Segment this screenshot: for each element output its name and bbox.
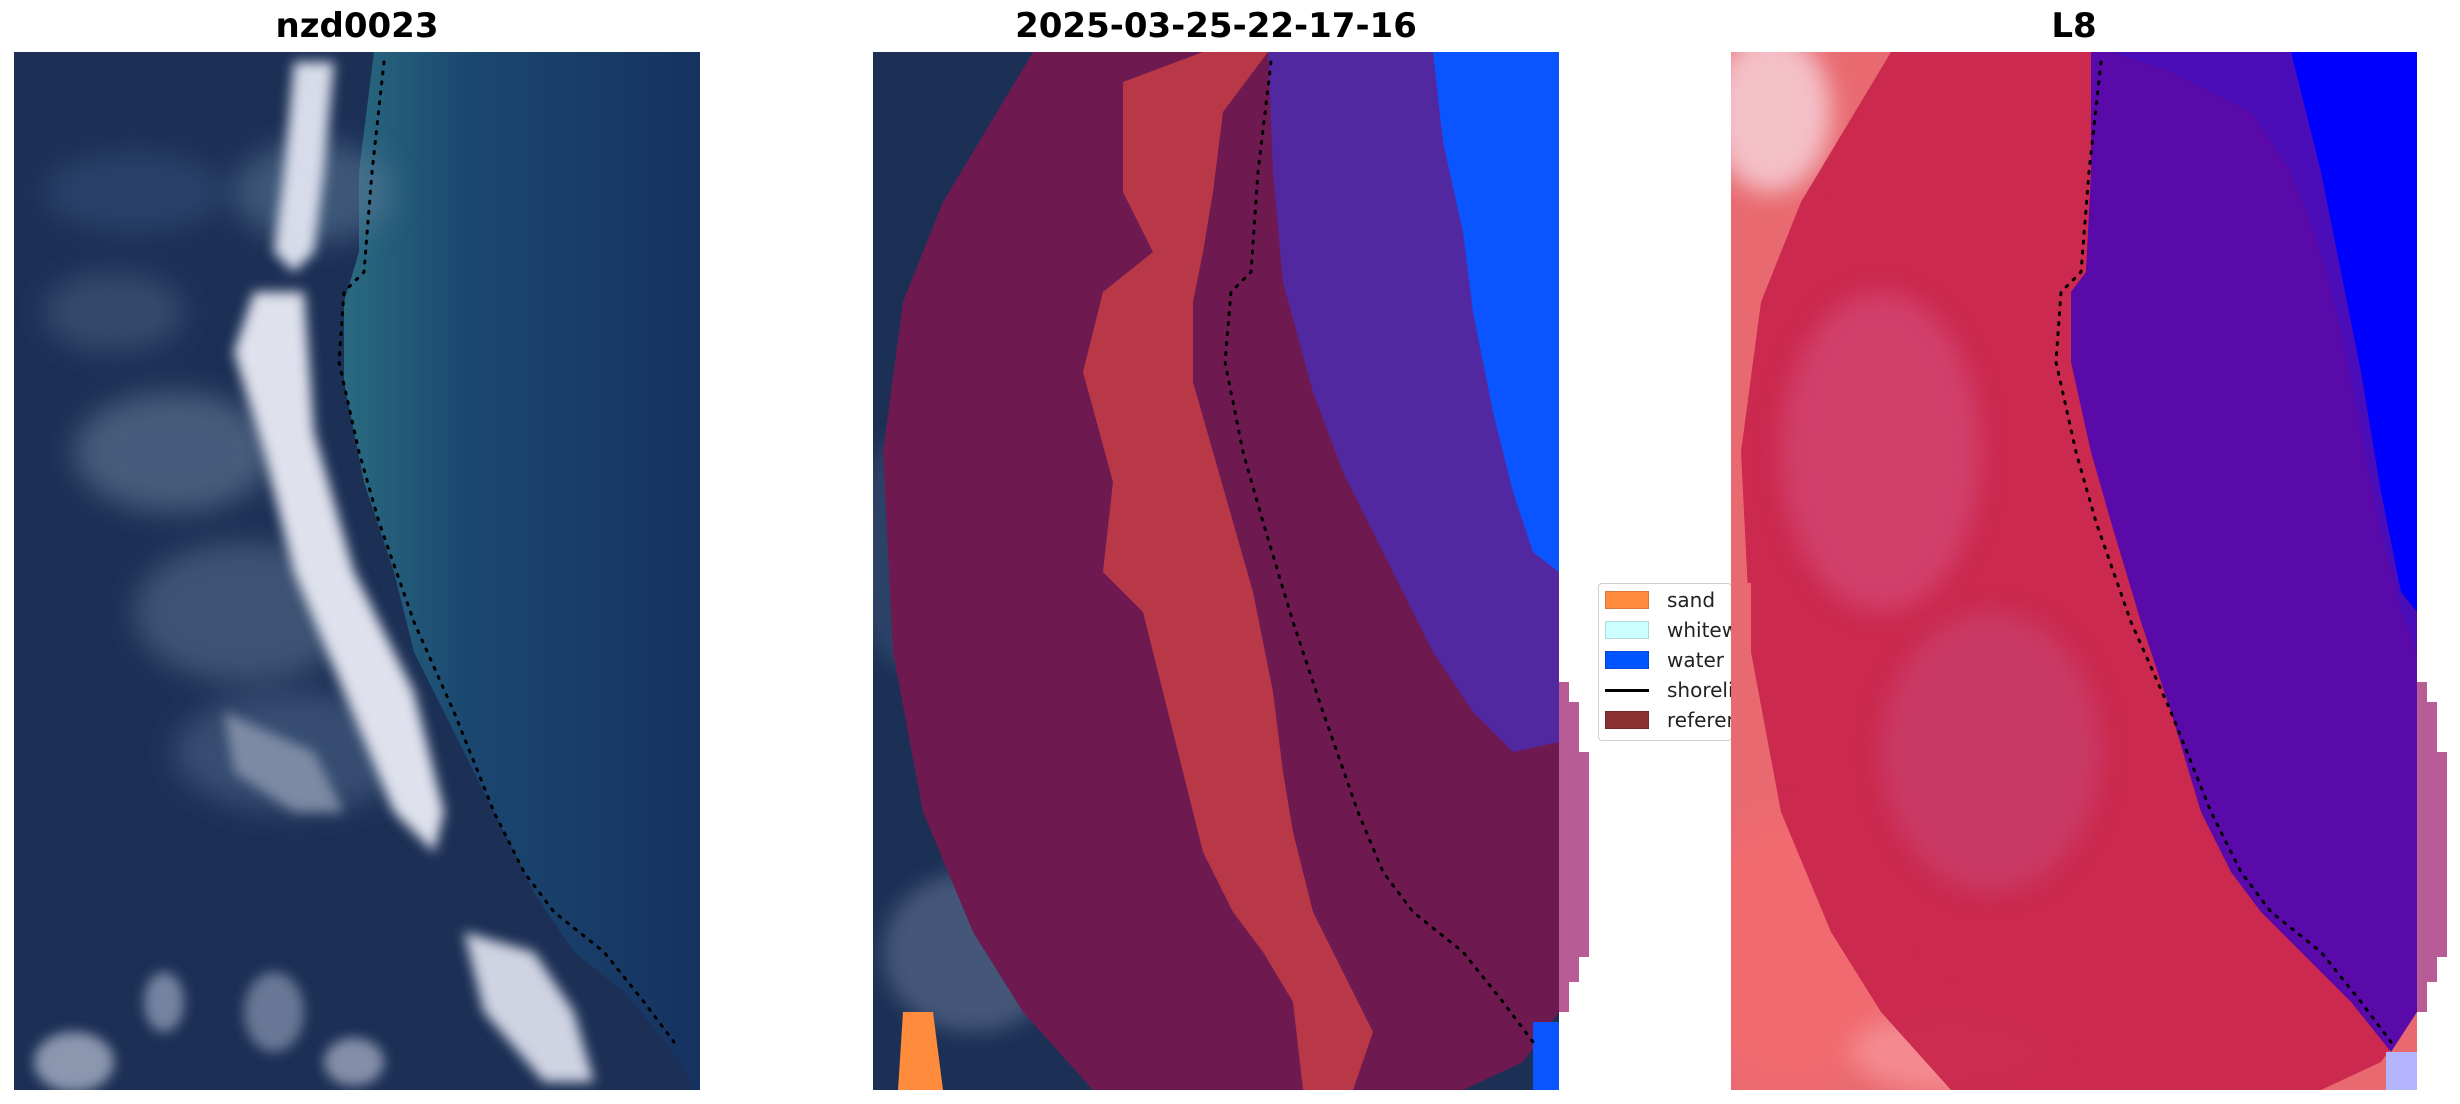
index-image bbox=[1731, 52, 2447, 1090]
legend-swatch-water bbox=[1605, 651, 1649, 669]
legend-label-reference: reference bbox=[1667, 708, 1731, 732]
legend-label-shoreline: shoreline bbox=[1667, 678, 1731, 702]
panel-title-rgb: nzd0023 bbox=[275, 6, 439, 46]
legend-label-water: water bbox=[1667, 648, 1724, 672]
legend-swatch-whitewater bbox=[1605, 621, 1649, 639]
legend-label-sand: sand bbox=[1667, 588, 1716, 612]
classification-image bbox=[873, 52, 1589, 1090]
rgb-image bbox=[14, 52, 700, 1090]
legend-item-shoreline: shoreline bbox=[1605, 678, 1731, 702]
classification-panel bbox=[873, 52, 1589, 1090]
rgb-image-panel bbox=[14, 52, 700, 1090]
water-class-blue bbox=[1433, 52, 1559, 572]
index-panel bbox=[1731, 52, 2447, 1090]
panel-title-classification: 2025-03-25-22-17-16 bbox=[1015, 6, 1417, 46]
legend-line-shoreline bbox=[1605, 688, 1649, 692]
legend-swatch-reference bbox=[1605, 711, 1649, 729]
panel-title-index: L8 bbox=[2051, 6, 2097, 46]
sand-patch bbox=[898, 1012, 943, 1090]
index-water bbox=[2071, 52, 2417, 1052]
legend-item-sand: sand bbox=[1605, 588, 1715, 612]
sea-area bbox=[344, 52, 700, 1090]
legend-item-reference: reference bbox=[1605, 708, 1731, 732]
shoreline-trace bbox=[337, 60, 676, 1044]
sand-class-overlay bbox=[1083, 52, 1373, 1090]
index-deep-water bbox=[2291, 52, 2417, 612]
legend-item-water: water bbox=[1605, 648, 1724, 672]
legend-swatch-sand bbox=[1605, 591, 1649, 609]
overflow-strip bbox=[1559, 682, 1589, 1012]
legend-occluder bbox=[1731, 583, 1751, 741]
